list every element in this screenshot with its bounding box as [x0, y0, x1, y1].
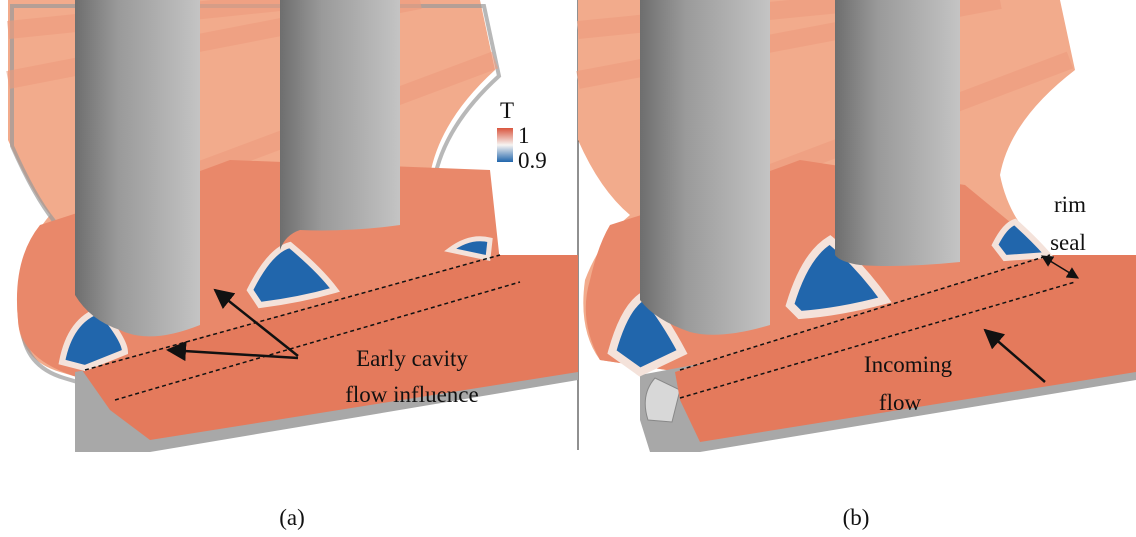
annotation: seal [1050, 230, 1086, 255]
annotation: flow [879, 390, 922, 415]
annotation: Early cavity [356, 346, 468, 371]
arrow [983, 328, 1046, 383]
panel-a: T 1 0.9 Early cavity flow influence (a) [6, 0, 579, 530]
hub-surface [675, 255, 1136, 442]
blade [75, 0, 200, 337]
blade [835, 0, 960, 266]
blade [280, 0, 400, 250]
dashed-line [84, 254, 501, 371]
colorbar-label: 0.9 [518, 148, 547, 173]
colorbar-label: 1 [518, 123, 530, 148]
colorbar-title: T [500, 98, 514, 123]
annotation: flow influence [345, 382, 478, 407]
cold-spot [444, 236, 493, 262]
dashed-line [114, 281, 521, 401]
blade [640, 0, 770, 335]
dashed-line [679, 254, 1051, 371]
annotation: Incoming [864, 352, 953, 377]
cold-spot [246, 241, 341, 309]
cold-spot [991, 218, 1055, 262]
dashed-line [679, 281, 1076, 399]
annotation: rim [1054, 192, 1086, 217]
arrow [1040, 255, 1080, 279]
panel-b: rim seal Incoming flow (b) [576, 0, 1136, 530]
panel-label: (a) [279, 505, 305, 530]
casing-edge [10, 4, 509, 387]
rim-seal-part [644, 377, 681, 423]
arrow [166, 341, 299, 362]
colorbar [497, 128, 513, 162]
panel-label: (b) [843, 505, 870, 530]
cold-spot [785, 235, 892, 320]
arrow [213, 288, 299, 357]
